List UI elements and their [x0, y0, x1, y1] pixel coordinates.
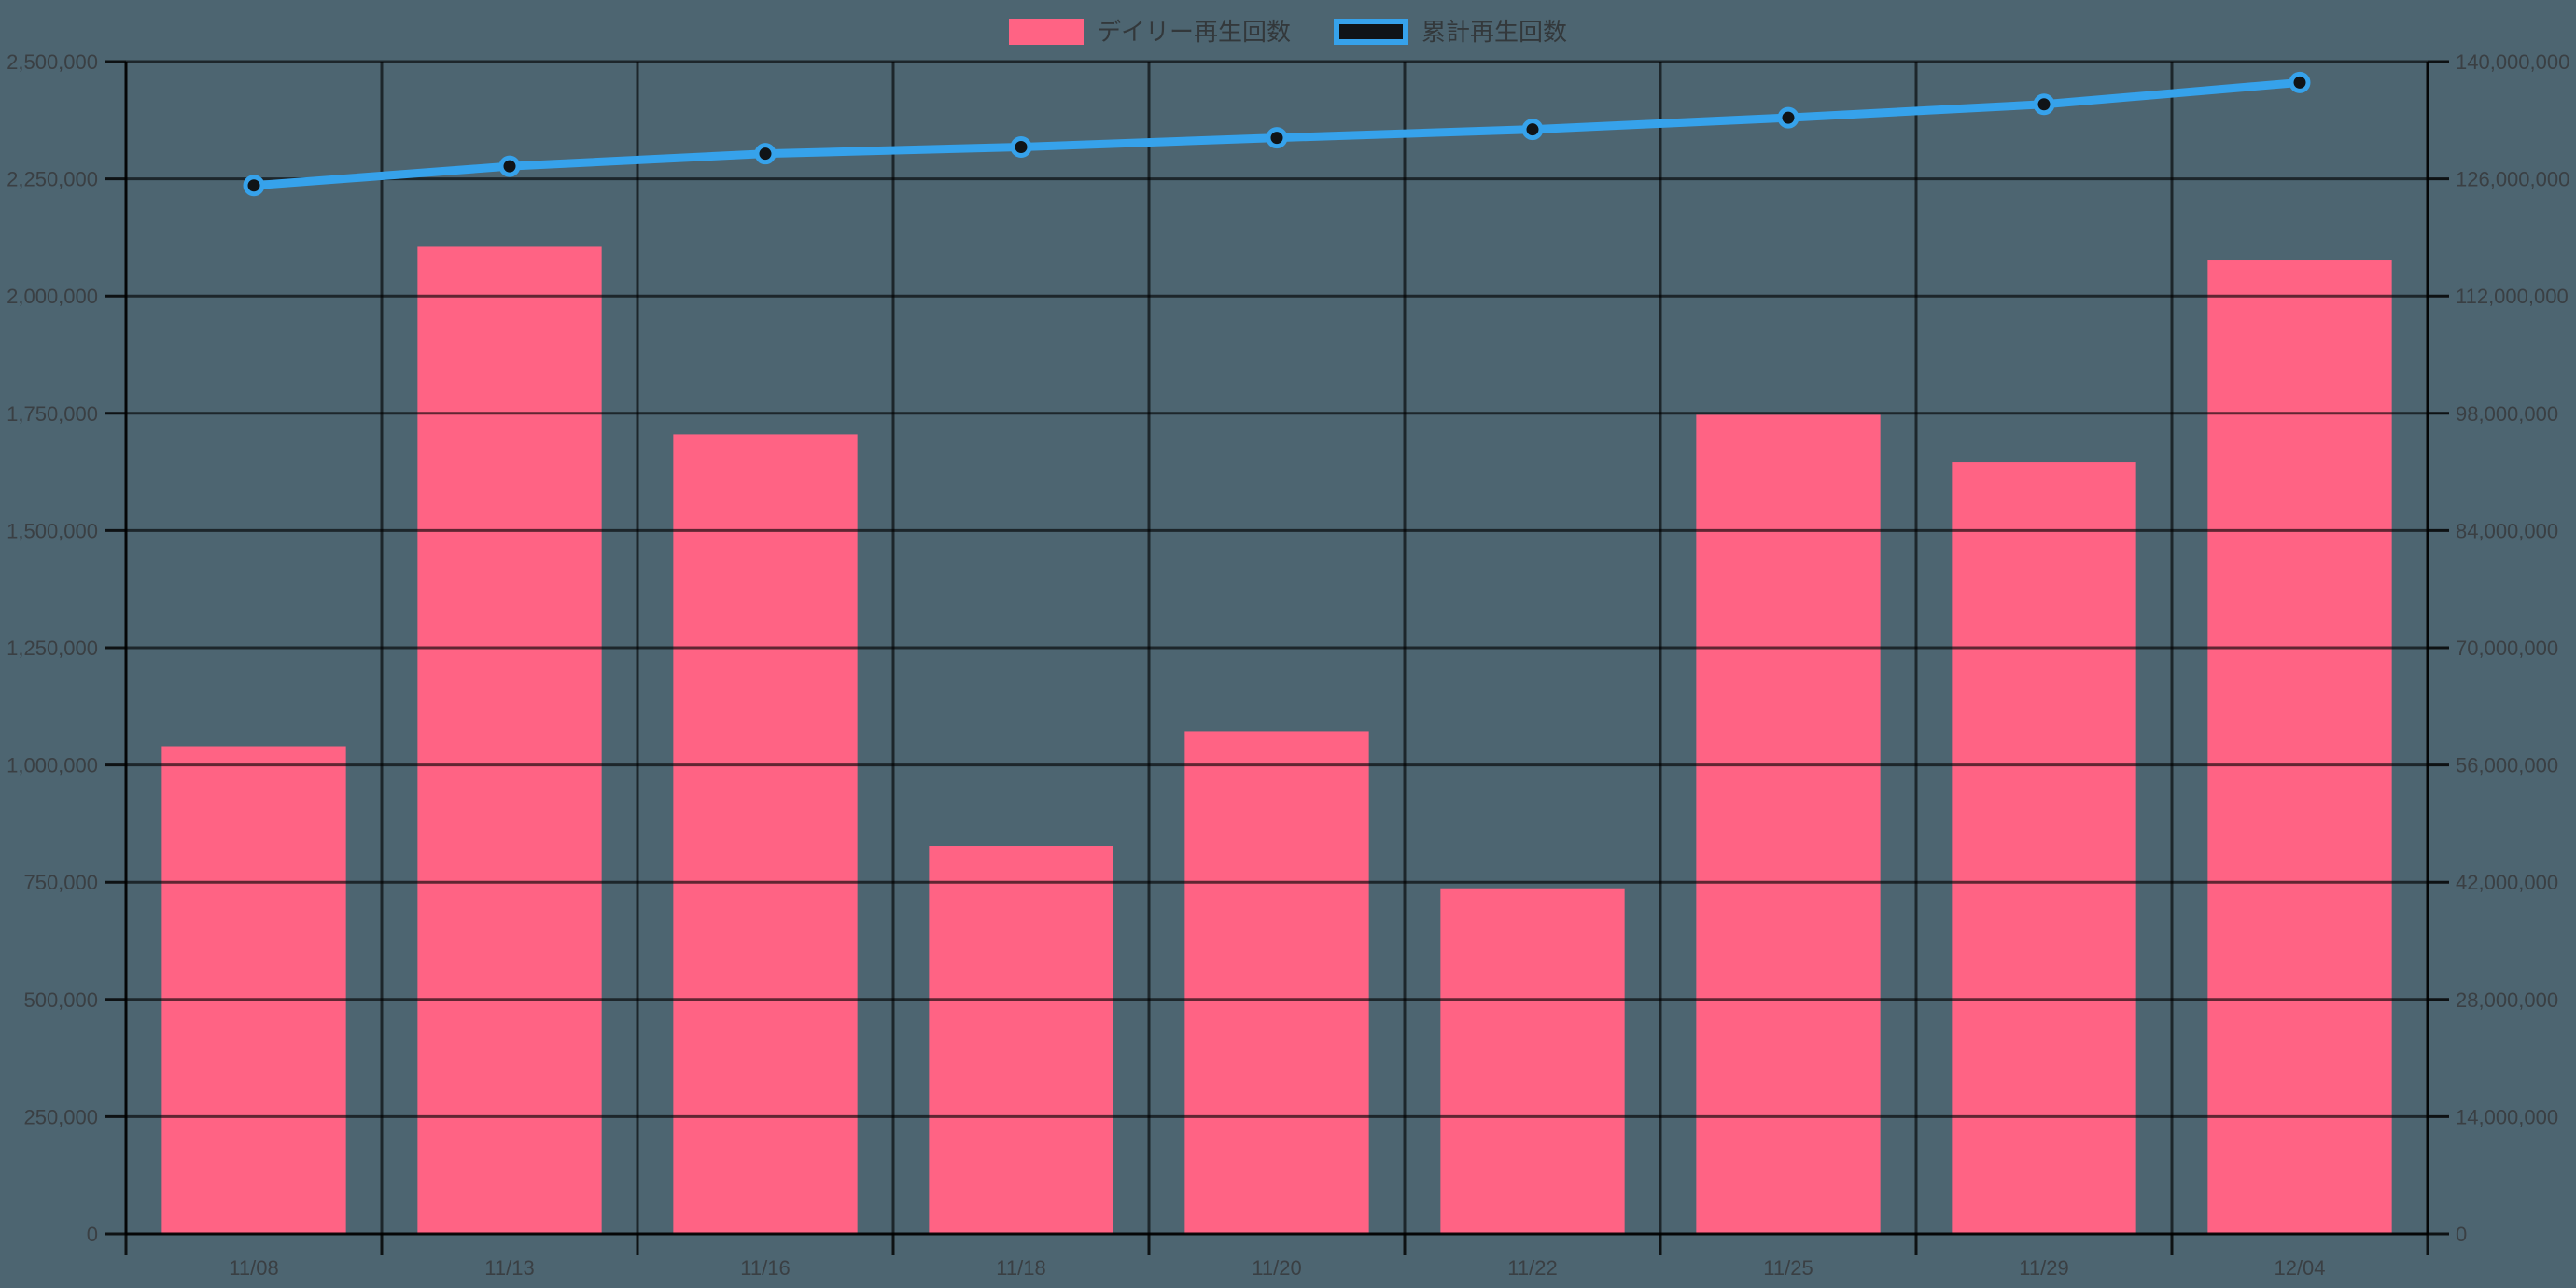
- x-axis-tick-label: 12/04: [2274, 1256, 2325, 1280]
- right-axis-tick-label: 42,000,000: [2456, 871, 2558, 894]
- chart-legend: デイリー再生回数 累計再生回数: [0, 19, 2576, 45]
- left-axis-tick-label: 250,000: [23, 1105, 98, 1128]
- bar-11/29[interactable]: [1952, 462, 2136, 1235]
- bar-11/20[interactable]: [1184, 731, 1369, 1234]
- right-axis-tick-label: 126,000,000: [2456, 168, 2569, 191]
- right-axis-tick-label: 56,000,000: [2456, 754, 2558, 777]
- x-axis-tick-label: 11/13: [484, 1256, 534, 1280]
- left-axis-tick-label: 1,750,000: [7, 402, 98, 426]
- bar-12/04[interactable]: [2207, 260, 2392, 1235]
- right-axis-tick-label: 98,000,000: [2456, 402, 2558, 426]
- daily-series-swatch-icon: [1008, 19, 1084, 45]
- right-axis-tick-label: 0: [2456, 1223, 2467, 1246]
- left-axis-tick-label: 0: [87, 1223, 98, 1246]
- right-axis-tick-label: 112,000,000: [2456, 285, 2569, 308]
- bar-11/08[interactable]: [161, 746, 346, 1234]
- line-point-11/16[interactable]: [754, 143, 777, 165]
- right-axis-tick-label: 14,000,000: [2456, 1105, 2558, 1128]
- left-axis-tick-label: 2,000,000: [7, 285, 98, 308]
- x-axis-tick-label: 11/22: [1507, 1256, 1557, 1280]
- line-point-11/13[interactable]: [498, 155, 521, 177]
- bar-11/16[interactable]: [673, 434, 858, 1235]
- right-axis-tick-label: 28,000,000: [2456, 988, 2558, 1012]
- left-axis-tick-label: 500,000: [23, 988, 98, 1012]
- line-point-11/18[interactable]: [1010, 136, 1032, 159]
- bar-11/25[interactable]: [1696, 414, 1881, 1234]
- legend-item-daily-play-count[interactable]: デイリー再生回数: [1008, 18, 1291, 46]
- x-axis-tick-label: 11/18: [996, 1256, 1045, 1280]
- left-axis-tick-label: 1,500,000: [7, 519, 98, 542]
- x-axis-tick-label: 11/16: [740, 1256, 790, 1280]
- right-axis-tick-label: 70,000,000: [2456, 637, 2558, 660]
- x-axis-tick-label: 11/08: [229, 1256, 278, 1280]
- line-point-12/04[interactable]: [2289, 71, 2311, 93]
- left-axis-tick-label: 1,000,000: [7, 754, 98, 777]
- left-axis-tick-label: 1,250,000: [7, 637, 98, 660]
- left-axis-tick-label: 2,250,000: [7, 168, 98, 191]
- right-axis-tick-label: 140,000,000: [2456, 50, 2569, 74]
- legend-item-cumulative-play-count[interactable]: 累計再生回数: [1334, 19, 1567, 45]
- x-axis-tick-label: 11/20: [1252, 1256, 1301, 1280]
- left-axis-tick-label: 2,500,000: [7, 50, 98, 74]
- right-axis-tick-label: 84,000,000: [2456, 519, 2558, 542]
- line-point-11/29[interactable]: [2033, 93, 2055, 116]
- bar-11/22[interactable]: [1440, 888, 1625, 1234]
- x-axis-tick-label: 11/29: [2019, 1256, 2068, 1280]
- x-axis-tick-label: 11/25: [1763, 1256, 1813, 1280]
- line-point-11/08[interactable]: [243, 175, 265, 197]
- legend-label-cumulative-play-count: 累計再生回数: [1421, 18, 1568, 46]
- bar-11/13[interactable]: [417, 246, 602, 1234]
- left-axis-tick-label: 750,000: [23, 871, 98, 894]
- line-point-11/22[interactable]: [1521, 119, 1544, 141]
- cumulative-series-swatch-icon: [1334, 19, 1408, 45]
- line-point-11/20[interactable]: [1266, 127, 1288, 149]
- bar-11/18[interactable]: [929, 846, 1113, 1234]
- line-point-11/25[interactable]: [1777, 106, 1799, 129]
- legend-label-daily-play-count: デイリー再生回数: [1096, 18, 1291, 46]
